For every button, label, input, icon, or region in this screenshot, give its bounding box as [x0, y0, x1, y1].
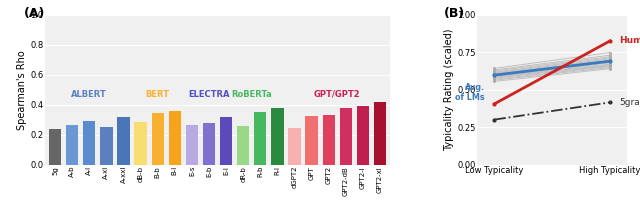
Text: 5gram: 5gram: [619, 98, 640, 107]
Text: (A): (A): [24, 7, 45, 20]
Bar: [340, 108, 352, 165]
Text: (B): (B): [444, 7, 465, 20]
Text: RoBERTa: RoBERTa: [231, 90, 272, 99]
Bar: [305, 116, 317, 165]
Bar: [271, 108, 284, 165]
Bar: [374, 102, 386, 165]
Bar: [117, 117, 130, 165]
Bar: [356, 106, 369, 165]
Bar: [203, 123, 215, 165]
Bar: [66, 125, 78, 165]
Bar: [100, 127, 113, 165]
Bar: [237, 126, 250, 165]
Text: Avg.
of LMs: Avg. of LMs: [456, 83, 485, 102]
Y-axis label: Typicality Rating (scaled): Typicality Rating (scaled): [444, 28, 454, 151]
Bar: [254, 112, 266, 165]
Bar: [134, 122, 147, 165]
Text: ELECTRA: ELECTRA: [188, 90, 230, 99]
Bar: [152, 113, 164, 165]
Bar: [49, 129, 61, 165]
Text: Human: Human: [619, 37, 640, 46]
Bar: [220, 117, 232, 165]
Bar: [289, 128, 301, 165]
Bar: [186, 125, 198, 165]
Bar: [83, 121, 95, 165]
Text: ALBERT: ALBERT: [72, 90, 107, 99]
Y-axis label: Spearman's Rho: Spearman's Rho: [17, 50, 28, 130]
Text: BERT: BERT: [146, 90, 170, 99]
Text: GPT/GPT2: GPT/GPT2: [314, 90, 360, 99]
Bar: [168, 111, 181, 165]
Bar: [323, 115, 335, 165]
